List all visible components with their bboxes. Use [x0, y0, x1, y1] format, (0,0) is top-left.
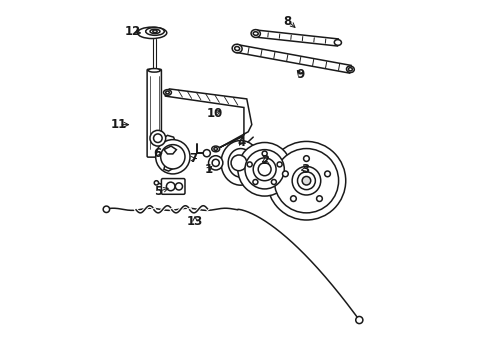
Circle shape	[150, 130, 166, 146]
Polygon shape	[164, 146, 176, 154]
Circle shape	[253, 158, 276, 181]
Circle shape	[245, 150, 284, 189]
Polygon shape	[164, 161, 175, 171]
Circle shape	[356, 316, 363, 324]
Text: 9: 9	[296, 68, 304, 81]
Ellipse shape	[146, 27, 164, 35]
Text: 10: 10	[206, 107, 223, 120]
Circle shape	[247, 162, 252, 167]
Circle shape	[274, 149, 339, 213]
Polygon shape	[237, 45, 351, 73]
Text: 13: 13	[187, 215, 203, 228]
Text: 6: 6	[153, 147, 162, 160]
Ellipse shape	[232, 44, 242, 53]
Text: 12: 12	[124, 25, 141, 38]
Circle shape	[325, 171, 330, 177]
Circle shape	[271, 180, 276, 184]
Circle shape	[209, 156, 223, 170]
Circle shape	[167, 182, 175, 191]
Circle shape	[297, 172, 316, 190]
Circle shape	[291, 196, 296, 202]
Circle shape	[317, 196, 322, 202]
Circle shape	[262, 151, 267, 156]
Ellipse shape	[166, 91, 169, 94]
Ellipse shape	[251, 30, 260, 37]
Circle shape	[175, 183, 182, 190]
Ellipse shape	[212, 146, 220, 152]
Circle shape	[292, 166, 321, 195]
Circle shape	[154, 181, 159, 185]
Text: 2: 2	[261, 154, 269, 167]
Text: 8: 8	[284, 14, 292, 27]
Circle shape	[231, 155, 247, 171]
Circle shape	[156, 140, 190, 174]
Circle shape	[304, 156, 309, 161]
Text: 4: 4	[237, 136, 245, 149]
Circle shape	[153, 134, 162, 143]
Circle shape	[203, 150, 210, 157]
Circle shape	[258, 163, 271, 176]
Ellipse shape	[346, 66, 354, 72]
Circle shape	[277, 162, 282, 167]
Circle shape	[238, 143, 292, 196]
Circle shape	[283, 171, 288, 177]
Circle shape	[267, 141, 346, 220]
Text: 11: 11	[111, 118, 127, 131]
Ellipse shape	[348, 68, 352, 71]
Ellipse shape	[253, 32, 258, 35]
Circle shape	[302, 176, 311, 185]
Ellipse shape	[164, 90, 171, 95]
Ellipse shape	[150, 29, 160, 33]
FancyBboxPatch shape	[147, 69, 161, 157]
Circle shape	[103, 206, 110, 212]
Circle shape	[161, 145, 185, 169]
Polygon shape	[160, 135, 176, 148]
Text: 5: 5	[154, 185, 163, 198]
Ellipse shape	[334, 40, 342, 45]
Circle shape	[253, 180, 258, 184]
Ellipse shape	[214, 148, 218, 150]
Ellipse shape	[235, 46, 240, 50]
Ellipse shape	[138, 27, 167, 39]
Polygon shape	[255, 30, 338, 46]
Ellipse shape	[153, 30, 157, 33]
Circle shape	[212, 159, 220, 166]
Text: 3: 3	[301, 163, 309, 176]
Ellipse shape	[148, 68, 160, 72]
Text: 1: 1	[204, 163, 213, 176]
Text: 7: 7	[189, 152, 197, 165]
Polygon shape	[165, 89, 252, 150]
FancyBboxPatch shape	[161, 179, 185, 194]
